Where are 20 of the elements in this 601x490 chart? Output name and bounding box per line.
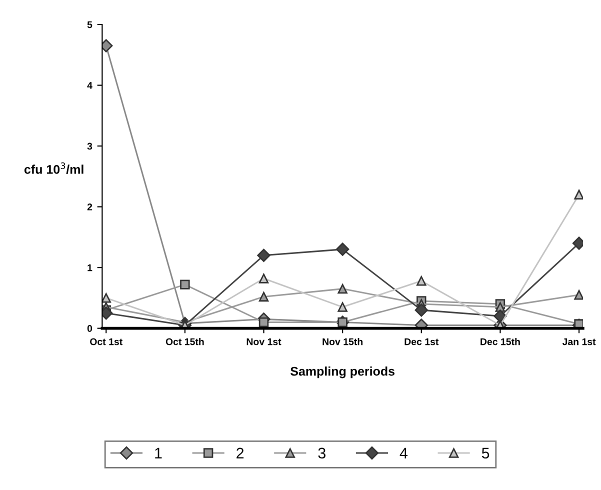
y-axis-title: cfu 10$^{3}$/ml: [24, 162, 84, 174]
y-tick-label: 0: [87, 325, 92, 332]
x-tick-label: Dec 1st: [404, 338, 439, 346]
legend-label: 3: [318, 448, 326, 459]
legend-label: 1: [155, 448, 162, 458]
x-axis-title: Sampling periods: [290, 366, 394, 378]
y-tick-label: 2: [87, 204, 92, 210]
y-tick-label: 4: [87, 82, 92, 89]
y-tick-label: 5: [87, 21, 92, 28]
legend-label: 5: [482, 448, 490, 459]
legend-label: 2: [236, 448, 244, 458]
x-tick-label: Nov 1st: [246, 338, 282, 346]
legend-label: 4: [400, 448, 408, 458]
x-tick-label: Nov 15th: [322, 338, 362, 346]
x-tick-label: Oct 15th: [166, 338, 204, 346]
x-tick-label: Jan 1st: [562, 338, 596, 346]
y-tick-label: 3: [87, 142, 92, 150]
y-tick-label: 1: [88, 264, 92, 272]
x-tick-label: Oct 1st: [90, 338, 122, 346]
x-tick-label: Dec 15th: [480, 338, 520, 346]
